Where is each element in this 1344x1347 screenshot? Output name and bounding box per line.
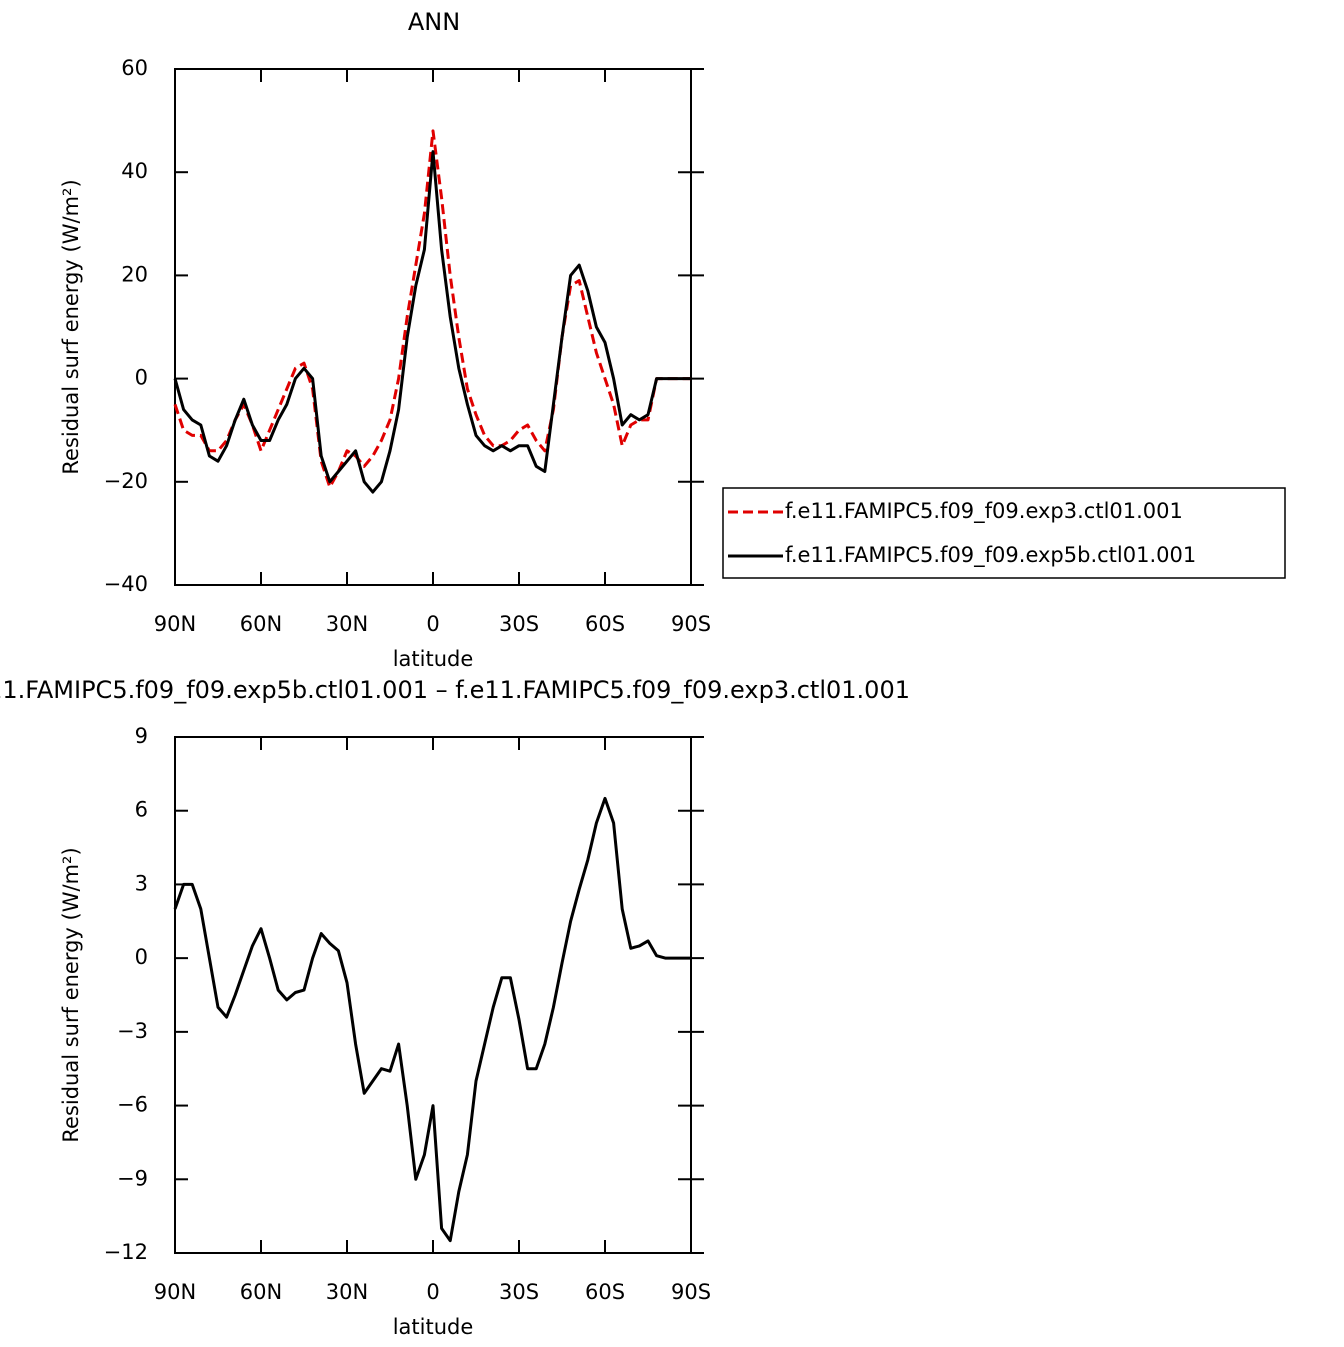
chart-title: ANN bbox=[408, 8, 460, 36]
y-tick-label: −12 bbox=[104, 1240, 148, 1264]
legend-label: f.e11.FAMIPC5.f09_f09.exp3.ctl01.001 bbox=[785, 499, 1183, 524]
x-axis-label: latitude bbox=[393, 1315, 474, 1339]
y-tick-label: 0 bbox=[135, 366, 148, 390]
x-tick-label: 60N bbox=[240, 612, 282, 636]
x-tick-label: 30N bbox=[326, 1280, 368, 1304]
x-tick-label: 30S bbox=[499, 612, 539, 636]
plot-frame bbox=[174, 736, 692, 1254]
data-line bbox=[173, 150, 691, 494]
y-axis-label: Residual surf energy (W/m²) bbox=[59, 179, 83, 474]
y-tick-label: −6 bbox=[117, 1093, 148, 1117]
x-tick-label: 0 bbox=[426, 1280, 439, 1304]
x-tick-label: 90S bbox=[671, 612, 711, 636]
x-tick-label: 60S bbox=[585, 612, 625, 636]
y-tick-label: 20 bbox=[121, 262, 148, 286]
x-axis-label: latitude bbox=[393, 647, 474, 671]
y-tick-label: −9 bbox=[117, 1166, 148, 1190]
data-line bbox=[173, 796, 691, 1243]
y-tick-label: 9 bbox=[135, 724, 148, 748]
y-tick-label: 60 bbox=[121, 56, 148, 80]
x-tick-label: 30N bbox=[326, 612, 368, 636]
x-tick-label: 60S bbox=[585, 1280, 625, 1304]
legend-box bbox=[722, 487, 1286, 579]
x-tick-label: 60N bbox=[240, 1280, 282, 1304]
y-tick-label: −40 bbox=[104, 572, 148, 596]
x-tick-label: 30S bbox=[499, 1280, 539, 1304]
plot-frame bbox=[174, 68, 692, 586]
data-line bbox=[173, 129, 691, 489]
y-tick-label: 0 bbox=[135, 945, 148, 969]
y-tick-label: −3 bbox=[117, 1019, 148, 1043]
x-tick-label: 90N bbox=[154, 1280, 196, 1304]
y-axis-label: Residual surf energy (W/m²) bbox=[59, 847, 83, 1142]
y-tick-label: 3 bbox=[135, 871, 148, 895]
y-tick-label: 40 bbox=[121, 159, 148, 183]
x-tick-label: 0 bbox=[426, 612, 439, 636]
y-tick-label: 6 bbox=[135, 798, 148, 822]
legend-label: f.e11.FAMIPC5.f09_f09.exp5b.ctl01.001 bbox=[785, 543, 1196, 568]
x-tick-label: 90S bbox=[671, 1280, 711, 1304]
y-tick-label: −20 bbox=[104, 469, 148, 493]
chart-title: f.e11.FAMIPC5.f09_f09.exp5b.ctl01.001 – … bbox=[0, 676, 910, 704]
x-tick-label: 90N bbox=[154, 612, 196, 636]
